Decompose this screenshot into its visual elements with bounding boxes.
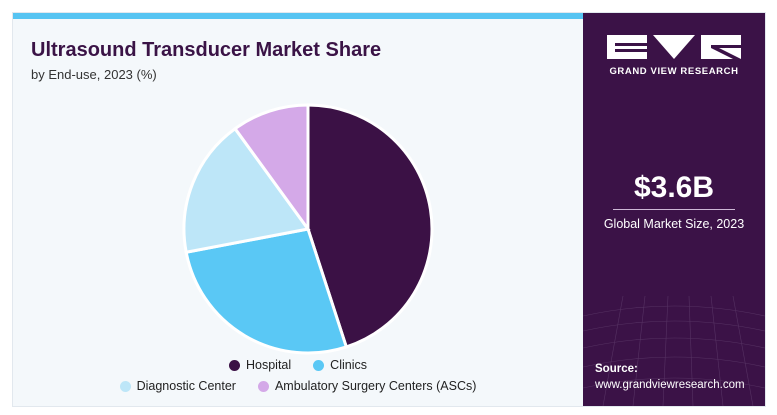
legend-row-1: Hospital Clinics: [13, 358, 583, 372]
legend-row-2: Diagnostic Center Ambulatory Surgery Cen…: [13, 379, 583, 393]
legend-item-diagnostic-center: Diagnostic Center: [119, 379, 236, 393]
chart-subtitle: by End-use, 2023 (%): [31, 67, 157, 82]
legend-item-ascs: Ambulatory Surgery Centers (ASCs): [257, 379, 477, 393]
pie-slice-clinics: [184, 227, 349, 355]
pie-slice-diagnostic-center: [182, 126, 311, 254]
divider: [613, 209, 735, 210]
legend-swatch-ascs: [257, 380, 269, 392]
pie-slice-hospital: [306, 103, 434, 349]
pie-chart: [182, 103, 434, 355]
source-url: www.grandviewresearch.com: [595, 379, 745, 391]
grand-view-research-logo-icon: [607, 35, 741, 59]
sidebar-panel: GRAND VIEW RESEARCH $3.6B Global Market …: [583, 13, 765, 406]
legend-item-clinics: Clinics: [313, 358, 367, 372]
chart-card: Ultrasound Transducer Market Share by En…: [12, 12, 766, 407]
legend-label-hospital: Hospital: [246, 358, 292, 372]
legend-swatch-hospital: [229, 359, 240, 371]
market-size-label: Global Market Size, 2023: [603, 217, 745, 231]
source-label: Source:: [595, 363, 638, 375]
legend-item-hospital: Hospital: [229, 358, 291, 372]
grid-decoration: [583, 295, 765, 406]
market-size-value: $3.6B: [633, 171, 715, 204]
legend-label-diagnostic-center: Diagnostic Center: [136, 379, 236, 393]
legend-swatch-diagnostic-center: [119, 380, 131, 392]
legend-label-ascs: Ambulatory Surgery Centers (ASCs): [274, 379, 477, 393]
accent-bar: [13, 13, 583, 19]
legend-label-clinics: Clinics: [330, 358, 367, 372]
chart-title: Ultrasound Transducer Market Share: [31, 39, 382, 61]
brand-name: GRAND VIEW RESEARCH: [609, 66, 739, 77]
pie-slice-ascs: [233, 103, 310, 234]
legend-swatch-clinics: [313, 359, 325, 371]
